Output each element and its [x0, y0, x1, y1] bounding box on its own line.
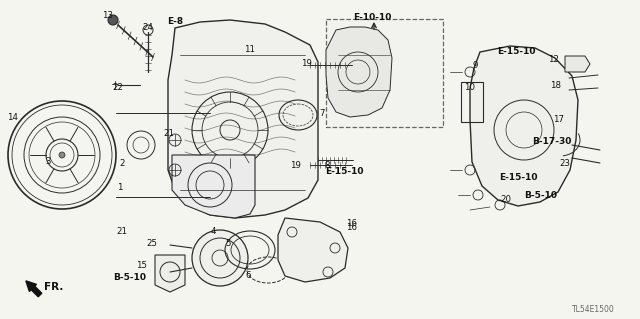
Text: TL54E1500: TL54E1500	[572, 306, 615, 315]
Text: E-15-10: E-15-10	[497, 48, 535, 56]
Text: 1: 1	[117, 183, 123, 192]
Text: 8: 8	[324, 160, 330, 169]
Text: 13: 13	[102, 11, 113, 20]
Polygon shape	[470, 46, 578, 206]
Text: 19: 19	[289, 160, 300, 169]
Polygon shape	[155, 255, 185, 292]
Text: E-15-10: E-15-10	[324, 167, 364, 176]
Text: 16: 16	[346, 219, 358, 227]
Text: 4: 4	[211, 226, 216, 235]
Text: 12: 12	[548, 56, 559, 64]
Circle shape	[59, 152, 65, 158]
Text: B-5-10: B-5-10	[525, 191, 557, 201]
Text: 6: 6	[245, 271, 251, 279]
Text: B-17-30: B-17-30	[532, 137, 572, 146]
Polygon shape	[278, 218, 348, 282]
Text: 20: 20	[500, 195, 511, 204]
Bar	[326, 19, 443, 127]
Text: 3: 3	[45, 157, 51, 166]
Text: B-5-10: B-5-10	[113, 273, 147, 283]
Text: 21: 21	[116, 226, 127, 235]
Text: 22: 22	[113, 83, 124, 92]
Polygon shape	[172, 155, 255, 218]
Text: 2: 2	[119, 159, 125, 167]
Text: 10: 10	[465, 84, 476, 93]
Text: 25: 25	[147, 240, 157, 249]
Text: E-15-10: E-15-10	[499, 174, 537, 182]
Text: 18: 18	[550, 81, 561, 91]
Text: 15: 15	[136, 261, 147, 270]
Polygon shape	[565, 56, 590, 72]
Text: 19: 19	[301, 58, 312, 68]
Circle shape	[108, 15, 118, 25]
Text: 7: 7	[319, 109, 324, 118]
Text: E-8: E-8	[167, 18, 183, 26]
Text: 17: 17	[554, 115, 564, 123]
Bar	[461, 82, 483, 122]
Polygon shape	[326, 27, 392, 117]
Text: FR.: FR.	[44, 282, 64, 292]
Polygon shape	[168, 20, 318, 218]
Text: 9: 9	[472, 62, 477, 70]
Text: 24: 24	[143, 24, 154, 33]
Text: 16: 16	[346, 222, 358, 232]
Text: 5: 5	[225, 240, 231, 249]
Text: 21: 21	[163, 130, 175, 138]
Text: E-10-10: E-10-10	[353, 13, 391, 23]
Text: 14: 14	[8, 114, 19, 122]
FancyArrow shape	[26, 281, 42, 297]
Text: 23: 23	[559, 159, 570, 167]
Circle shape	[192, 230, 248, 286]
Text: 11: 11	[244, 46, 255, 55]
